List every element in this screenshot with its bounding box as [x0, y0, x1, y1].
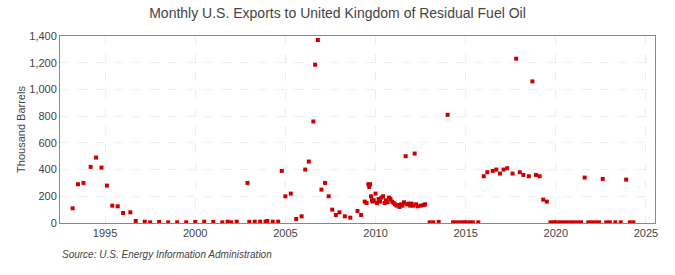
svg-text:2025: 2025 [634, 227, 658, 239]
svg-text:2010: 2010 [363, 227, 387, 239]
svg-text:1,400: 1,400 [29, 30, 57, 42]
svg-text:Monthly U.S. Exports to United: Monthly U.S. Exports to United Kingdom o… [149, 5, 526, 21]
svg-text:400: 400 [38, 163, 56, 175]
svg-text:200: 200 [38, 190, 56, 202]
svg-text:1995: 1995 [93, 227, 117, 239]
svg-text:2015: 2015 [453, 227, 477, 239]
svg-text:Source: U.S. Energy Informatio: Source: U.S. Energy Information Administ… [62, 249, 272, 260]
svg-text:0: 0 [51, 217, 57, 229]
svg-text:1,200: 1,200 [29, 57, 57, 69]
svg-text:2020: 2020 [544, 227, 568, 239]
svg-text:Thousand Barrels: Thousand Barrels [15, 86, 27, 173]
svg-text:1,000: 1,000 [29, 83, 57, 95]
svg-text:2000: 2000 [183, 227, 207, 239]
svg-text:2005: 2005 [273, 227, 297, 239]
svg-text:800: 800 [38, 110, 56, 122]
svg-text:600: 600 [38, 137, 56, 149]
